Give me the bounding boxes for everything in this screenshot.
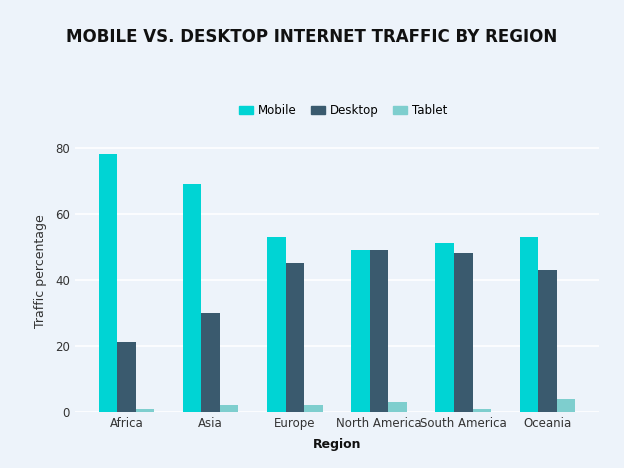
Bar bbox=[351, 250, 370, 412]
Bar bbox=[538, 270, 557, 412]
Legend: Mobile, Desktop, Tablet: Mobile, Desktop, Tablet bbox=[235, 100, 452, 122]
Bar bbox=[286, 263, 304, 412]
X-axis label: Region: Region bbox=[313, 438, 361, 451]
Bar bbox=[370, 250, 388, 412]
Bar bbox=[557, 399, 575, 412]
Y-axis label: Traffic percentage: Traffic percentage bbox=[34, 214, 47, 329]
Bar bbox=[388, 402, 407, 412]
Bar bbox=[183, 184, 202, 412]
Bar bbox=[202, 313, 220, 412]
Bar bbox=[454, 253, 472, 412]
Bar bbox=[136, 409, 154, 412]
Bar bbox=[472, 409, 491, 412]
Bar bbox=[520, 237, 538, 412]
Bar bbox=[99, 154, 117, 412]
Bar bbox=[436, 243, 454, 412]
Bar bbox=[267, 237, 286, 412]
Bar bbox=[220, 405, 238, 412]
Bar bbox=[304, 405, 323, 412]
Bar bbox=[117, 343, 136, 412]
Text: MOBILE VS. DESKTOP INTERNET TRAFFIC BY REGION: MOBILE VS. DESKTOP INTERNET TRAFFIC BY R… bbox=[66, 28, 558, 46]
